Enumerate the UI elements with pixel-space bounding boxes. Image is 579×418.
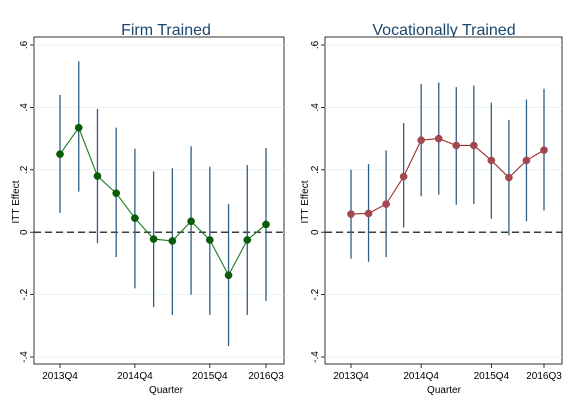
data-point [149, 235, 158, 243]
data-point [262, 220, 270, 229]
x-tick-label: 2015Q4 [192, 371, 228, 382]
y-tick-label: -.4 [310, 351, 321, 363]
x-tick-label: 2015Q4 [474, 371, 510, 382]
y-tick-label: .6 [310, 40, 321, 49]
data-point [364, 209, 373, 218]
y-axis-label: ITT Effect [300, 180, 311, 223]
data-point [469, 141, 478, 150]
data-point [56, 150, 64, 159]
data-point [112, 189, 121, 198]
data-point [131, 214, 139, 223]
y-tick-label: .6 [19, 40, 30, 49]
data-point [487, 156, 496, 165]
chart-title: Vocationally Trained [372, 22, 515, 39]
data-point [347, 210, 355, 218]
y-tick-label: -.4 [19, 351, 30, 363]
y-tick-label: .2 [310, 165, 321, 174]
panel-firm-trained: Firm Trained ITT Effect Quarter -.4 -.2 0.… [11, 22, 285, 396]
y-tick-label: -.2 [310, 288, 321, 300]
data-point [452, 141, 461, 150]
plot-area: -.4 -.2 0 .2 .4 .6 2013Q4 2014Q4 2015Q4 2016Q3 [19, 36, 285, 382]
data-point [93, 172, 102, 180]
series-line [59, 126, 267, 277]
data-point [224, 271, 233, 280]
y-tick-label: 0 [310, 229, 321, 235]
y-tick-label: .4 [19, 103, 30, 112]
x-tick-label: 2016Q3 [248, 371, 284, 382]
data-point [187, 217, 195, 226]
x-tick-label: 2013Q4 [42, 371, 78, 382]
data-point [540, 146, 548, 154]
y-tick-label: -.2 [19, 288, 30, 300]
x-tick-label: 2016Q3 [526, 371, 562, 382]
data-point [434, 134, 443, 143]
plot-frame [324, 36, 563, 365]
y-tick-label: 0 [19, 229, 30, 235]
y-axis-label: ITT Effect [11, 180, 22, 223]
plot-frame [33, 36, 285, 365]
plot-area: -.4 -.2 0 .2 .4 .6 2013Q4 2014Q4 2015Q4 2016Q3 [310, 36, 563, 382]
data-point [243, 236, 252, 244]
x-axis-label: Quarter [149, 385, 184, 396]
data-point [399, 172, 408, 181]
x-tick-label: 2013Q4 [333, 371, 369, 382]
data-point [205, 236, 214, 244]
x-axis-label: Quarter [427, 385, 462, 396]
data-point [382, 200, 390, 208]
x-tick-label: 2014Q4 [403, 371, 439, 382]
y-tick-label: .2 [19, 165, 30, 174]
y-tick-label: .4 [310, 103, 321, 112]
data-point [522, 156, 531, 165]
panel-vocationally-trained: Vocationally Trained ITT Effect Quarter … [300, 22, 563, 396]
data-point [74, 123, 83, 132]
data-point [168, 237, 177, 245]
data-point [505, 173, 513, 182]
data-point [417, 136, 426, 145]
x-tick-label: 2014Q4 [117, 371, 153, 382]
chart-title: Firm Trained [121, 22, 211, 39]
